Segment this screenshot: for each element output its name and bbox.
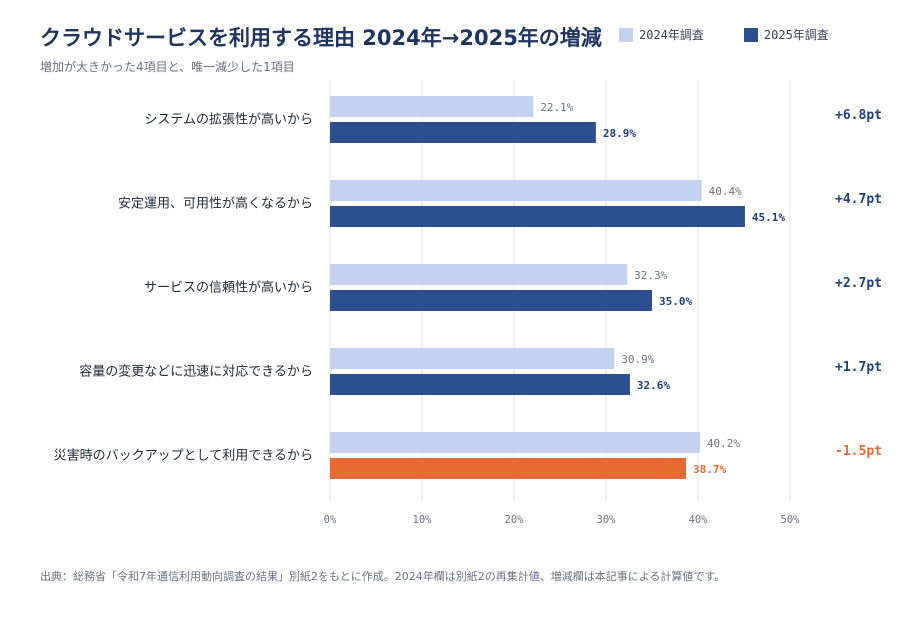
source-note: 出典：総務省「令和7年通信利用動向調査の結果」別紙2をもとに作成。2024年欄は… bbox=[40, 570, 726, 583]
bar-2025 bbox=[330, 122, 596, 143]
bar-2024 bbox=[330, 348, 615, 369]
chart-subtitle: 増加が大きかった4項目と、唯一減少した1項目 bbox=[40, 60, 295, 74]
value-label-2024: 22.1% bbox=[540, 101, 573, 114]
change-label: +6.8pt bbox=[835, 108, 882, 123]
category-label: 安定運用、可用性が高くなるから bbox=[118, 196, 313, 212]
value-label-2024: 40.2% bbox=[707, 437, 740, 450]
legend: 2024年調査 2025年調査 bbox=[619, 26, 829, 43]
value-label-2025: 32.6% bbox=[637, 379, 670, 392]
x-tick-label: 50% bbox=[781, 514, 801, 526]
chart-title: クラウドサービスを利用する理由 2024年→2025年の増減 bbox=[40, 26, 602, 50]
category-label: 災害時のバックアップとして利用できるから bbox=[54, 448, 313, 464]
category-label: 容量の変更などに迅速に対応できるから bbox=[79, 364, 313, 380]
change-label: +4.7pt bbox=[835, 192, 882, 207]
legend-item-2024: 2024年調査 bbox=[619, 26, 704, 43]
legend-swatch-2025 bbox=[743, 27, 758, 42]
x-tick-label: 20% bbox=[505, 514, 525, 526]
bar-2024 bbox=[330, 432, 700, 453]
bar-2025 bbox=[330, 458, 687, 479]
bar-2025 bbox=[330, 290, 652, 311]
value-label-2025: 28.9% bbox=[603, 127, 636, 140]
bar-2024 bbox=[330, 180, 702, 201]
category-label: システムの拡張性が高いから bbox=[144, 112, 313, 128]
change-label: -1.5pt bbox=[835, 444, 882, 459]
x-tick-label: 10% bbox=[413, 514, 433, 526]
legend-swatch-2024 bbox=[619, 27, 633, 42]
value-label-2025: 38.7% bbox=[693, 463, 726, 476]
change-label: +1.7pt bbox=[835, 360, 882, 375]
value-label-2024: 30.9% bbox=[621, 353, 654, 366]
x-tick-label: 30% bbox=[597, 514, 617, 526]
bar-2025 bbox=[330, 206, 745, 227]
legend-label-2024: 2024年調査 bbox=[639, 28, 704, 42]
bar-2025 bbox=[330, 374, 630, 395]
bar-2024 bbox=[330, 96, 534, 117]
x-tick-label: 40% bbox=[689, 514, 709, 526]
category-label: サービスの信頼性が高いから bbox=[144, 280, 313, 296]
value-label-2024: 32.3% bbox=[634, 269, 667, 282]
x-tick-label: 0% bbox=[324, 514, 337, 526]
value-label-2024: 40.4% bbox=[709, 185, 742, 198]
change-label: +2.7pt bbox=[835, 276, 882, 291]
legend-label-2025: 2025年調査 bbox=[763, 28, 829, 42]
bar-2024 bbox=[330, 264, 628, 285]
value-label-2025: 45.1% bbox=[752, 211, 785, 224]
legend-item-2025: 2025年調査 bbox=[743, 26, 829, 43]
value-label-2025: 35.0% bbox=[659, 295, 692, 308]
